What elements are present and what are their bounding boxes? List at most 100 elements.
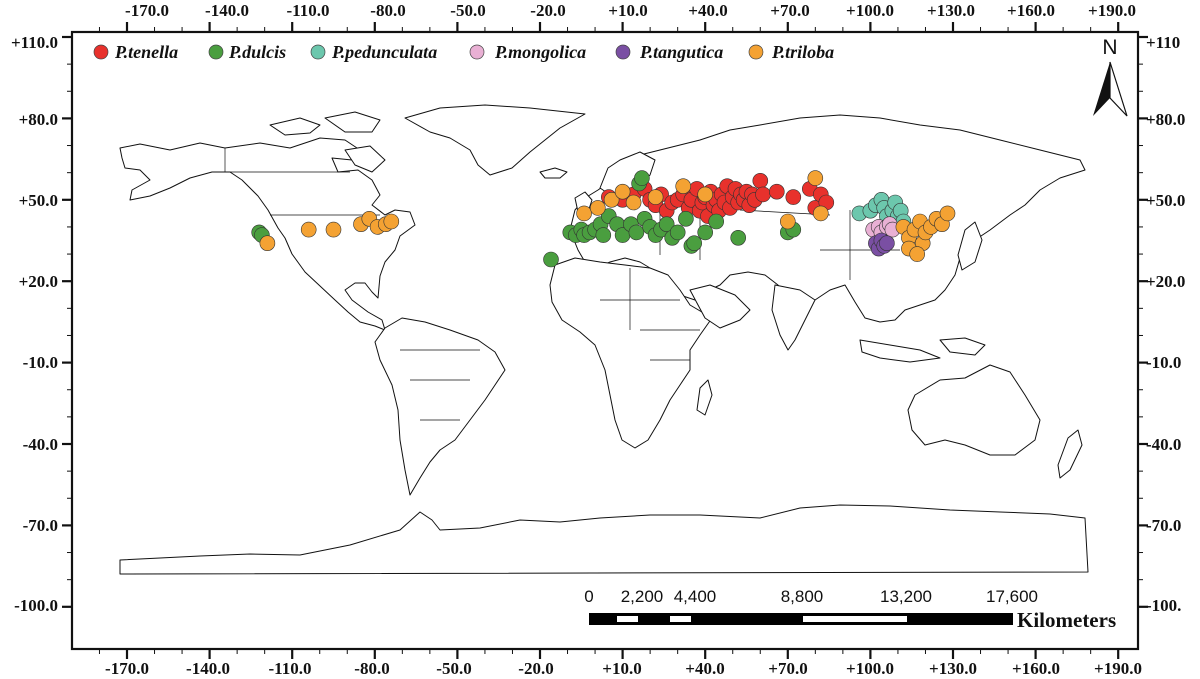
x-tick-label: +10.0 (602, 659, 641, 678)
legend-swatch-tenella (93, 44, 109, 60)
y-tick-label: -40.0 (23, 435, 58, 454)
occurrence-point (634, 170, 650, 186)
occurrence-point (686, 235, 703, 251)
legend-swatch-tangutica (615, 44, 631, 60)
occurrence-point (939, 205, 956, 222)
x-tick-label: -110.0 (287, 1, 330, 20)
y-tick-label: -100. (1146, 596, 1181, 615)
x-tick-label: +100.0 (846, 1, 894, 20)
occurrence-point (697, 186, 714, 203)
occurrence-point (543, 251, 559, 268)
y-tick-label: -40.0 (1146, 435, 1181, 454)
x-tick-label: +190.0 (1088, 1, 1136, 20)
occurrence-point (325, 221, 342, 238)
y-tick-label: +110 (1146, 33, 1180, 52)
legend-label-triloba: P.triloba (771, 42, 834, 62)
occurrence-point (807, 170, 824, 186)
north-arrow-icon (1093, 62, 1110, 116)
x-tick-label: +130.0 (929, 659, 977, 678)
x-axis-bottom: -170.0 -140.0 -110.0 -80.0 -50.0 -20.0 +… (105, 659, 1142, 678)
y-tick-label: +20.0 (19, 272, 58, 291)
occurrence-point (675, 178, 692, 194)
scale-label: 2,200 (621, 587, 664, 606)
y-tick-label: -70.0 (1146, 516, 1181, 535)
north-arrow: N (1093, 36, 1128, 117)
occurrence-point (708, 213, 725, 230)
x-tick-label: -140.0 (205, 1, 249, 20)
x-tick-label: +40.0 (685, 659, 724, 678)
legend-swatch-pedunculata (310, 44, 326, 60)
occurrence-point (647, 189, 664, 205)
x-tick-label: -20.0 (518, 659, 553, 678)
legend-label-tenella: P.tenella (114, 42, 178, 62)
legend-swatch-triloba (748, 44, 764, 60)
x-tick-label: +70.0 (770, 1, 809, 20)
x-tick-label: -80.0 (370, 1, 405, 20)
axis-ticks (62, 22, 1148, 659)
scale-bar: 0 2,200 4,400 8,800 13,200 17,600 Kilome… (584, 587, 1116, 632)
legend-swatch-mongolica (469, 44, 485, 60)
occurrence-point (879, 235, 895, 251)
y-tick-label: +110.0 (11, 33, 58, 52)
occurrence-point (697, 224, 714, 241)
legend-label-mongolica: P.mongolica (494, 42, 586, 62)
occurrence-point (779, 213, 796, 230)
x-tick-label: -110.0 (269, 659, 312, 678)
scale-label: 17,600 (986, 587, 1038, 606)
occurrence-point (752, 173, 769, 189)
occurrence-point (812, 205, 829, 222)
occurrence-point (589, 200, 606, 216)
legend-swatch-dulcis (208, 44, 224, 60)
scale-label: 4,400 (674, 587, 717, 606)
legend: P.tenella P.dulcis P.pedunculata P.mongo… (93, 42, 834, 62)
occurrence-point (300, 221, 317, 238)
x-tick-label: -170.0 (125, 1, 169, 20)
occurrence-point (730, 230, 747, 246)
basemap (119, 104, 1089, 575)
occurrence-points (251, 170, 956, 268)
scale-label: 0 (584, 587, 593, 606)
x-tick-label: +160.0 (1007, 1, 1055, 20)
x-tick-label: -50.0 (450, 1, 485, 20)
x-tick-label: +100.0 (846, 659, 894, 678)
occurrence-point (768, 183, 785, 200)
occurrence-point (658, 216, 675, 232)
x-tick-label: +130.0 (927, 1, 975, 20)
occurrence-point (669, 224, 686, 241)
x-tick-label: -170.0 (105, 659, 149, 678)
x-tick-label: +40.0 (688, 1, 727, 20)
occurrence-point (576, 205, 592, 222)
scale-unit: Kilometers (1017, 608, 1116, 632)
occurrence-point (259, 235, 276, 251)
legend-label-tangutica: P.tangutica (639, 42, 723, 62)
occurrence-point (595, 227, 612, 243)
occurrence-point (614, 183, 631, 200)
x-axis-top: -170.0 -140.0 -110.0 -80.0 -50.0 -20.0 +… (125, 1, 1136, 20)
occurrence-point (603, 192, 620, 208)
y-tick-label: -10.0 (1146, 353, 1181, 372)
y-tick-label: -10.0 (23, 353, 58, 372)
occurrence-point (785, 189, 802, 205)
x-tick-label: +70.0 (768, 659, 807, 678)
y-tick-label: +50.0 (1146, 191, 1185, 210)
y-tick-label: -100.0 (14, 596, 58, 615)
north-label: N (1102, 36, 1117, 59)
x-tick-label: -80.0 (354, 659, 389, 678)
x-tick-label: -140.0 (186, 659, 230, 678)
y-tick-label: -70.0 (23, 516, 58, 535)
y-axis-right: +110 +80.0 +50.0 +20.0 -10.0 -40.0 -70.0… (1146, 33, 1185, 615)
occurrence-point (625, 194, 642, 211)
x-tick-label: +160.0 (1012, 659, 1060, 678)
occurrence-point (755, 186, 771, 203)
occurrence-point (909, 246, 926, 262)
scale-label: 13,200 (880, 587, 932, 606)
x-tick-label: +10.0 (608, 1, 647, 20)
legend-label-dulcis: P.dulcis (228, 42, 286, 62)
y-axis-left: +110.0 +80.0 +50.0 +20.0 -10.0 -40.0 -70… (11, 33, 58, 615)
occurrence-point (678, 211, 694, 227)
scale-label: 8,800 (781, 587, 824, 606)
legend-label-pedunculata: P.pedunculata (331, 42, 437, 62)
occurrence-point (383, 213, 400, 230)
x-tick-label: -50.0 (436, 659, 471, 678)
